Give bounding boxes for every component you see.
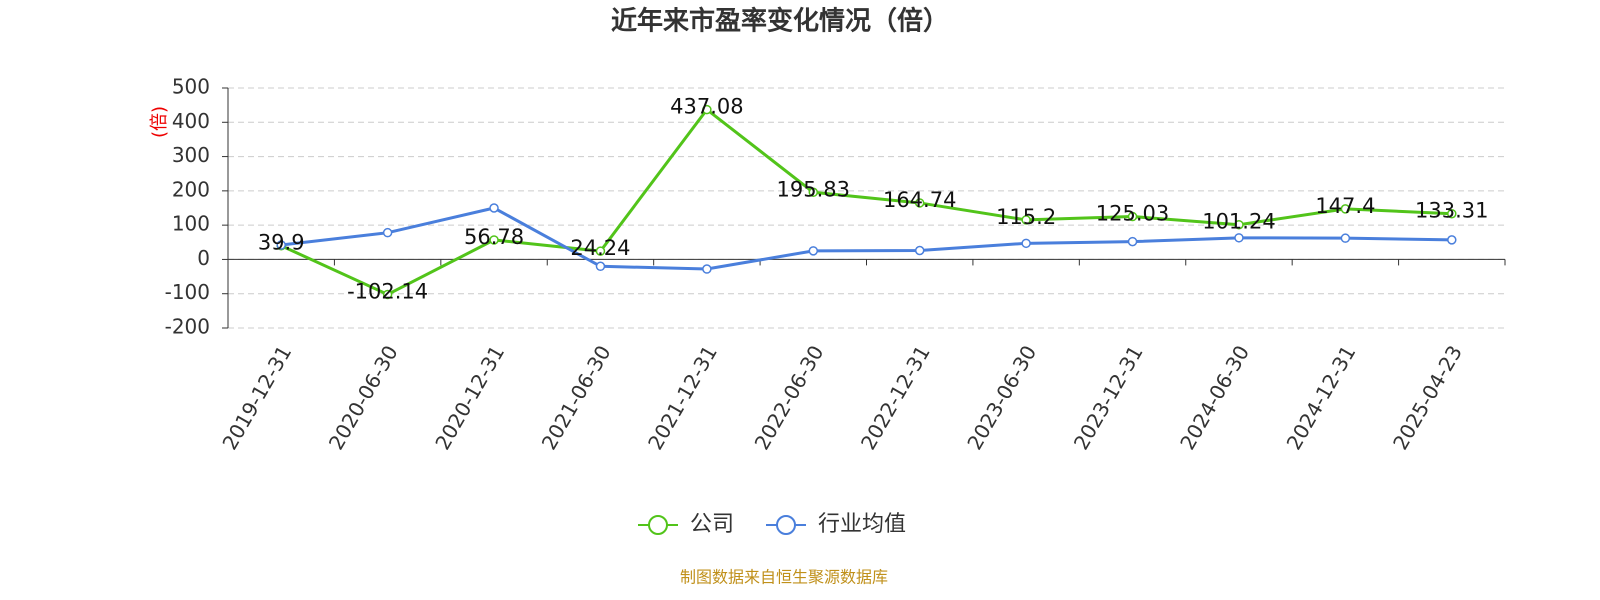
data-point [1234,233,1244,243]
data-point [808,187,819,198]
x-tick-label: 2021-12-31 [643,341,722,454]
data-point [1340,204,1351,214]
data-point [489,235,499,245]
x-tick-label: 2023-06-30 [962,341,1041,454]
data-label: 164.74 [883,188,956,212]
x-tick-label: 2022-06-30 [749,341,828,454]
y-tick-label: 400 [172,109,210,133]
data-label: 195.83 [777,177,850,201]
x-tick-label: 2020-12-31 [430,341,509,454]
series-line [280,107,1452,297]
data-point [595,246,606,256]
data-label: 133.31 [1415,199,1488,223]
series-line [281,206,1452,271]
x-tick-label: 2020-06-30 [324,341,403,454]
x-tick-label: 2024-12-31 [1282,341,1361,454]
data-label: -102.14 [347,279,428,303]
data-point [1447,208,1457,219]
data-label: 101.24 [1202,210,1275,234]
data-point [914,245,925,256]
data-point [1127,211,1138,222]
x-tick-label: 2023-12-31 [1069,341,1148,454]
data-point [702,104,712,115]
data-point [595,261,606,272]
source-note: 制图数据来自恒生聚源数据库 [680,568,888,587]
data-point [1447,235,1457,245]
y-tick-label: 300 [172,143,210,167]
x-tick-label: 2022-12-31 [856,341,935,454]
data-label: 24.24 [570,236,630,260]
y-tick-label: 500 [172,75,210,99]
legend-marker [776,515,796,535]
y-tick-label: 0 [197,246,210,270]
data-point [1340,233,1351,243]
data-point [702,264,712,274]
data-point [914,198,925,208]
data-label: 125.03 [1096,202,1169,226]
legend-label: 行业均值 [818,512,906,537]
data-point [489,203,499,213]
x-tick-label: 2024-06-30 [1175,341,1254,454]
data-point [382,289,393,300]
data-label: 115.2 [996,205,1056,229]
data-label: 39.9 [258,231,305,255]
data-point [1234,219,1244,230]
data-point [382,227,393,238]
data-point [1021,238,1031,249]
data-point [1021,215,1031,225]
legend-label: 公司 [690,512,734,537]
data-point [1127,236,1138,247]
y-tick-label: 100 [172,212,210,236]
chart-title: 近年来市盈率变化情况（倍） [611,6,949,37]
y-tick-label: -100 [165,280,210,304]
y-tick-label: -200 [165,315,210,339]
data-point [808,246,819,256]
x-tick-label: 2025-04-23 [1388,341,1467,454]
data-point [276,240,286,250]
y-tick-label: 200 [172,177,210,201]
x-tick-label: 2021-06-30 [537,341,616,454]
data-label: 56.78 [464,225,524,249]
data-label: 147.4 [1315,194,1375,218]
data-label: 437.08 [670,95,743,119]
x-tick-label: 2019-12-31 [217,341,296,454]
legend-marker [648,515,668,535]
y-axis-label: (倍) [149,106,170,138]
